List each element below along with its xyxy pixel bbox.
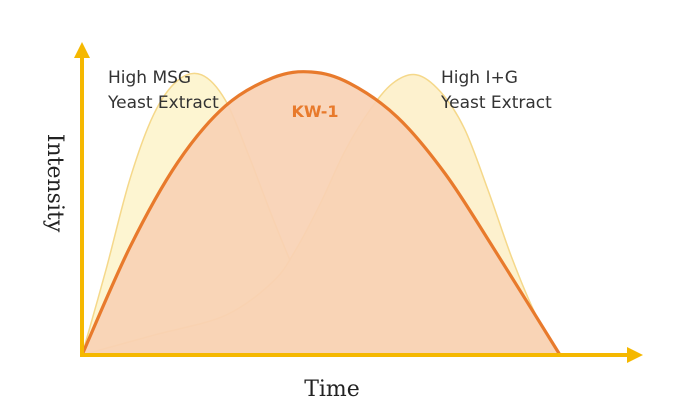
- series-label-msg-line-2: Yeast Extract: [107, 93, 219, 113]
- series-label-kw: KW-1: [291, 102, 338, 121]
- series-label-ig: High I+G Yeast Extract: [440, 68, 552, 113]
- axes: [74, 42, 643, 363]
- series-layer: [82, 70, 562, 357]
- series-area-kw: [82, 71, 560, 355]
- x-axis-title: Time: [304, 377, 360, 402]
- series-label-ig-line-2: Yeast Extract: [440, 93, 552, 113]
- x-axis-arrow-icon: [627, 347, 643, 363]
- y-axis-arrow-icon: [74, 42, 90, 58]
- y-axis-title: Intensity: [42, 134, 67, 233]
- series-line-kw: [82, 70, 562, 357]
- series-label-msg-line-1: High MSG: [108, 68, 191, 88]
- series-label-ig-line-1: High I+G: [441, 68, 518, 88]
- series-label-msg: High MSG Yeast Extract: [107, 68, 219, 113]
- series-labels: High MSG Yeast Extract High I+G Yeast Ex…: [107, 68, 552, 121]
